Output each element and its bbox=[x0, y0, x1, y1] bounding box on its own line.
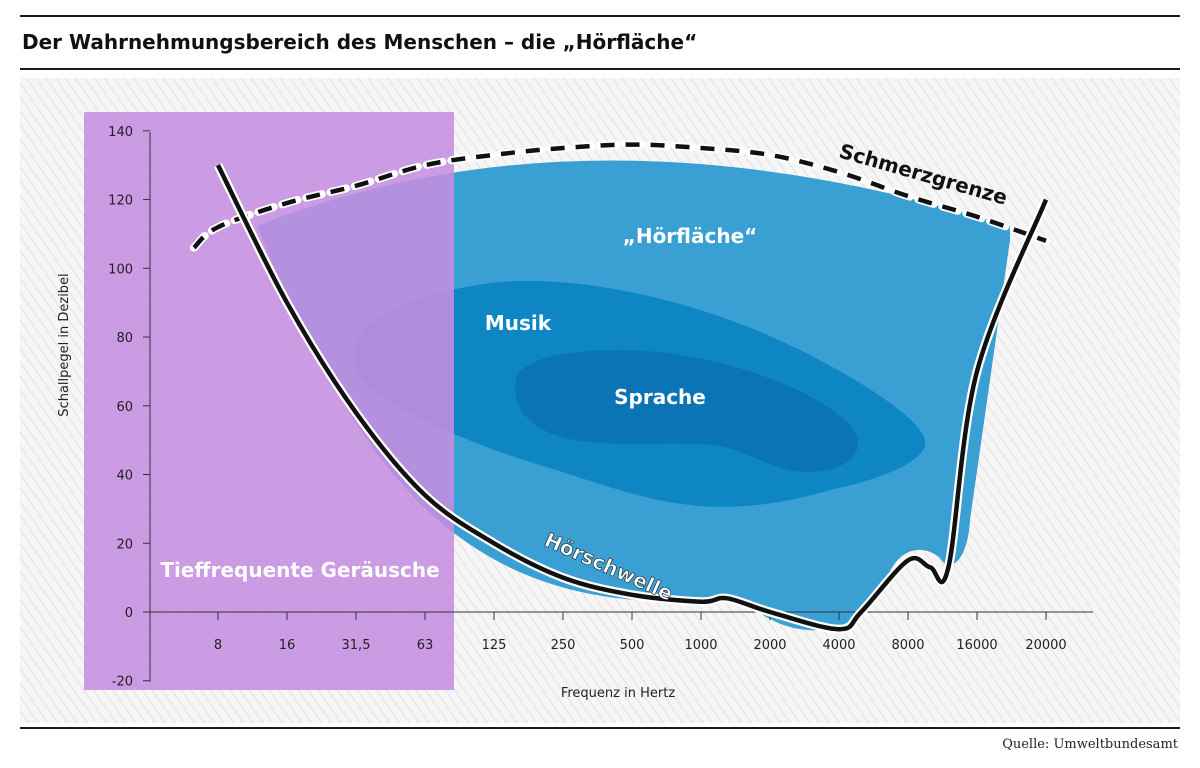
x-tick-label: 2000 bbox=[753, 638, 786, 653]
low-frequency-band bbox=[84, 112, 454, 690]
y-tick-label: 140 bbox=[108, 125, 133, 140]
x-tick-label: 31,5 bbox=[342, 638, 371, 653]
y-tick-label: 40 bbox=[116, 469, 133, 484]
x-tick-label: 250 bbox=[551, 638, 576, 653]
x-tick-label: 1000 bbox=[684, 638, 717, 653]
x-tick-label: 500 bbox=[620, 638, 645, 653]
y-tick-label: 20 bbox=[116, 537, 133, 552]
low-frequency-label: Tieffrequente Geräusche bbox=[160, 558, 439, 582]
x-tick-label: 8 bbox=[214, 638, 222, 653]
hoerschwelle-line bbox=[215, 164, 1049, 632]
hoerflaeche-label: „Hörfläche“ bbox=[623, 224, 758, 248]
y-tick-label: 100 bbox=[108, 262, 133, 277]
top-rule bbox=[20, 15, 1180, 17]
y-tick-label: 80 bbox=[116, 331, 133, 346]
source-note: Quelle: Umweltbundesamt bbox=[1002, 737, 1178, 752]
bottom-rule bbox=[20, 727, 1180, 729]
y-tick-label: 120 bbox=[108, 194, 133, 209]
x-tick-label: 4000 bbox=[822, 638, 855, 653]
y-tick-label: 60 bbox=[116, 400, 133, 415]
x-axis-title: Frequenz in Hertz bbox=[561, 686, 675, 701]
sprache-label: Sprache bbox=[614, 385, 706, 409]
y-tick-label: -20 bbox=[112, 675, 133, 690]
y-axis-title: Schallpegel in Dezibel bbox=[57, 273, 72, 416]
x-tick-label: 20000 bbox=[1025, 638, 1066, 653]
x-tick-label: 16000 bbox=[956, 638, 997, 653]
x-tick-label: 63 bbox=[417, 638, 434, 653]
title-rule bbox=[20, 68, 1180, 70]
x-tick-label: 16 bbox=[279, 638, 296, 653]
musik-label: Musik bbox=[485, 311, 552, 335]
y-tick-label: 0 bbox=[125, 606, 133, 621]
chart-title: Der Wahrnehmungsbereich des Menschen – d… bbox=[22, 30, 698, 54]
x-tick-label: 8000 bbox=[891, 638, 924, 653]
schmerzgrenze-line bbox=[192, 142, 1047, 250]
sprache-area bbox=[515, 350, 859, 473]
x-tick-label: 125 bbox=[482, 638, 507, 653]
